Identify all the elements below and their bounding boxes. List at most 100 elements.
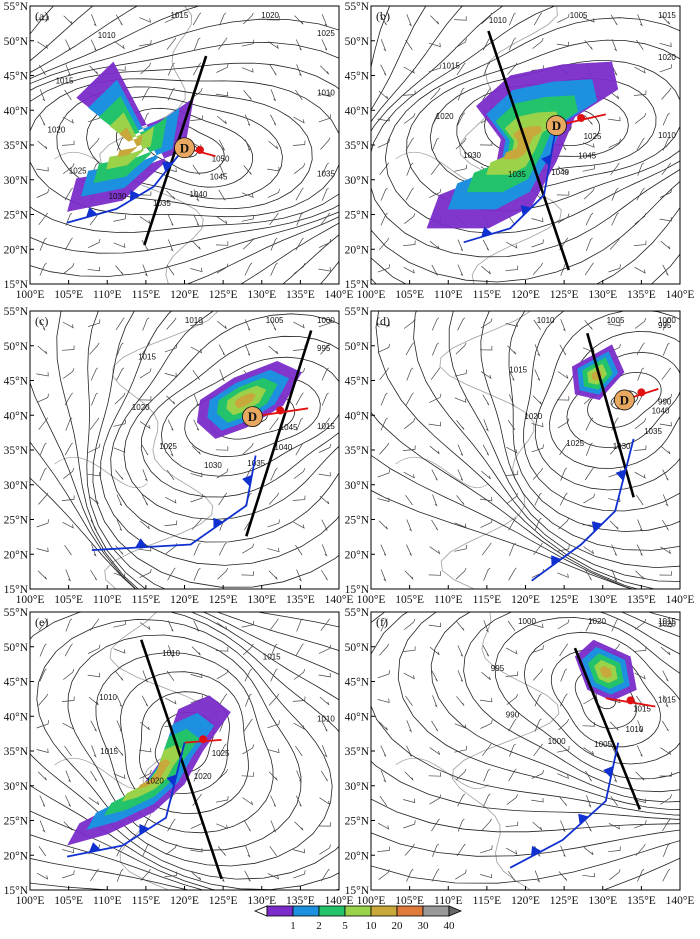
- wind-barb: [64, 187, 73, 201]
- wind-barb: [217, 320, 227, 329]
- wind-barb: [293, 321, 305, 329]
- wind-barb: [558, 871, 568, 881]
- isobar-label: 1010: [489, 16, 507, 25]
- wind-barb: [556, 396, 570, 401]
- wind-barb: [321, 187, 329, 201]
- lon-tick-label: 110°E: [434, 895, 462, 907]
- isobar: [86, 311, 339, 589]
- wind-barb: [431, 868, 440, 882]
- wind-barb: [114, 41, 125, 50]
- isobar: [375, 311, 657, 589]
- wind-barb: [219, 12, 227, 26]
- wind-barb: [318, 443, 332, 453]
- wind-barb: [113, 648, 126, 654]
- isobar: [30, 612, 339, 890]
- wind-barb: [660, 794, 672, 805]
- wind-barb: [505, 322, 518, 327]
- wind-barb: [64, 392, 73, 406]
- wind-barb: [167, 62, 175, 76]
- wind-barb: [88, 495, 99, 505]
- wind-barb: [267, 166, 280, 172]
- wind-barb: [62, 848, 75, 854]
- wind-barb: [662, 670, 669, 682]
- wind-barb: [139, 39, 152, 47]
- wind-barb: [191, 445, 201, 455]
- wind-barb: [319, 844, 331, 855]
- coastline: [439, 311, 535, 589]
- coastline: [104, 311, 219, 589]
- wind-barb: [557, 166, 569, 175]
- wind-barb: [39, 795, 46, 807]
- wind-barb: [39, 643, 47, 657]
- wind-barb: [428, 42, 441, 48]
- wind-barb: [268, 693, 280, 706]
- isobar: [429, 60, 680, 191]
- wind-barb: [531, 422, 544, 428]
- wind-barb: [36, 15, 49, 21]
- wind-barb: [90, 868, 99, 882]
- wind-barb: [192, 62, 202, 76]
- wind-barb: [61, 345, 75, 351]
- isobar: [30, 612, 339, 890]
- wind-barb: [431, 670, 438, 682]
- isobar: [95, 652, 274, 834]
- colorbar-label: 20: [392, 920, 404, 932]
- wind-barb: [483, 419, 489, 432]
- wind-barb: [191, 240, 201, 250]
- wind-barb: [429, 546, 441, 555]
- wind-barb: [87, 471, 100, 477]
- wind-barb: [430, 87, 441, 100]
- wind-barb: [37, 570, 47, 580]
- wind-barb: [267, 547, 280, 553]
- wind-barb: [633, 240, 647, 246]
- wind-barb: [141, 494, 149, 506]
- isobar-label: 1035: [644, 427, 662, 436]
- wind-barb: [89, 137, 100, 150]
- cold-front-symbol: [86, 207, 98, 218]
- isobar-label: 1025: [69, 167, 87, 176]
- wind-barb: [634, 820, 647, 829]
- low-center: [174, 137, 195, 159]
- wind-barb: [217, 567, 229, 580]
- wind-barb: [635, 843, 646, 856]
- wind-barb: [431, 317, 440, 331]
- wind-barb: [113, 447, 126, 453]
- isobar-label: 1010: [317, 715, 335, 724]
- wind-barb: [608, 822, 621, 830]
- isobar-label: 1015: [658, 617, 676, 626]
- lat-tick-label: 25°N: [4, 210, 29, 222]
- wind-barb: [270, 795, 277, 807]
- wind-barb: [270, 319, 277, 331]
- panel-label: (f): [376, 615, 388, 629]
- wind-barb: [91, 392, 98, 406]
- coastline: [459, 6, 562, 284]
- colorbar-label: 5: [342, 920, 348, 932]
- wind-barb: [431, 112, 440, 126]
- wind-barb: [218, 189, 226, 201]
- lon-tick-label: 100°E: [16, 594, 45, 606]
- wind-barb: [659, 622, 672, 628]
- wind-barb: [216, 63, 229, 73]
- wind-barb: [62, 722, 74, 730]
- wind-barb: [509, 542, 516, 556]
- wind-barb: [636, 342, 645, 356]
- wind-barb: [64, 643, 73, 657]
- wind-barb: [637, 162, 645, 176]
- wind-barb: [321, 392, 329, 406]
- wind-barb: [637, 868, 645, 882]
- wind-barb: [64, 442, 73, 456]
- wind-barb: [36, 748, 49, 753]
- wind-barb: [585, 618, 594, 632]
- wind-barb: [505, 470, 519, 476]
- wind-barb: [193, 542, 201, 556]
- wind-barb: [65, 618, 73, 632]
- wind-barb: [482, 542, 492, 556]
- wind-barb: [380, 212, 388, 226]
- lat-tick-label: 25°N: [345, 515, 370, 527]
- wind-barb: [634, 418, 647, 429]
- wind-barb: [662, 519, 669, 531]
- lon-tick-label: 135°E: [627, 594, 656, 606]
- wind-barb: [586, 795, 592, 808]
- lon-tick-label: 130°E: [588, 895, 617, 907]
- wind-barb: [190, 673, 203, 678]
